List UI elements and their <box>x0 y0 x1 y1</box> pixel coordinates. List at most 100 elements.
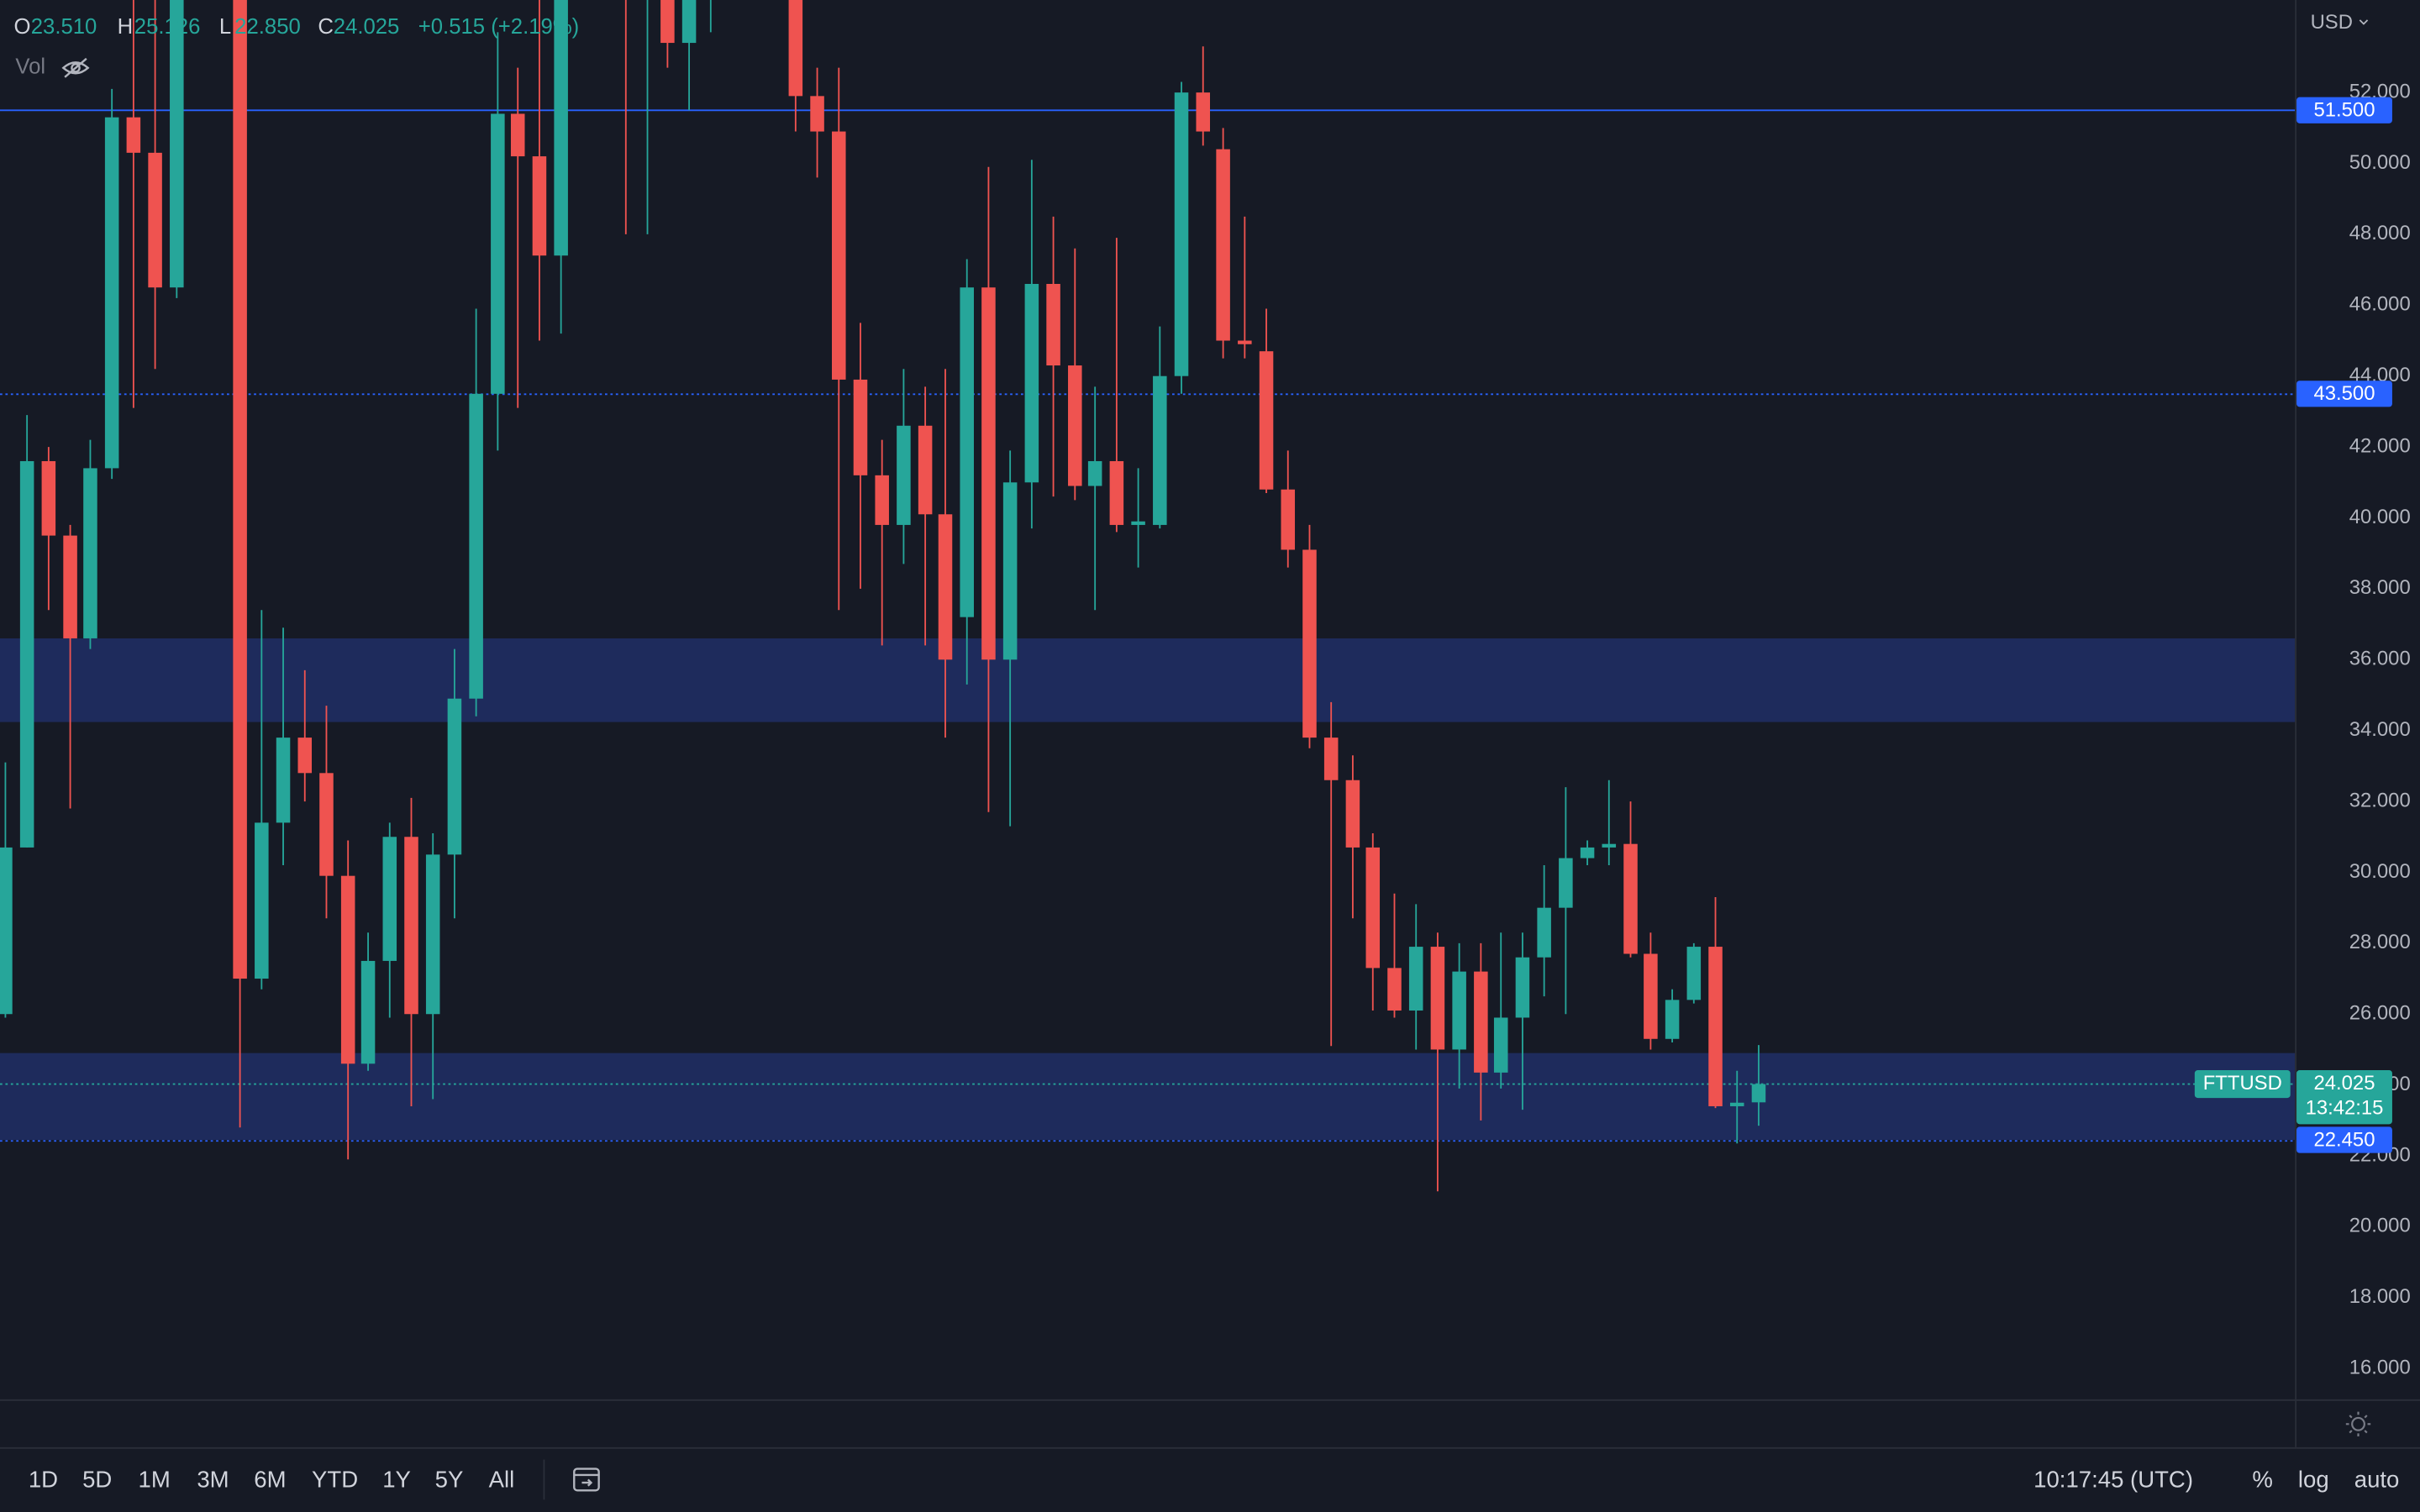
y-tick-label: 46.000 <box>2349 293 2411 316</box>
candle-body <box>1708 947 1723 1106</box>
candle-body <box>382 837 397 961</box>
candle-body <box>1238 340 1252 344</box>
candle-body <box>1259 351 1274 490</box>
y-tick-label: 48.000 <box>2349 222 2411 244</box>
candle-body <box>19 460 34 848</box>
range-button[interactable]: 1Y <box>382 1467 411 1493</box>
y-tick-label: 28.000 <box>2349 931 2411 953</box>
range-button[interactable]: 6M <box>254 1467 286 1493</box>
price-tag <box>2296 381 2392 407</box>
candle-body <box>104 117 119 469</box>
candle-body <box>1196 92 1210 132</box>
range-button[interactable]: 1M <box>139 1467 171 1493</box>
y-tick-label: 32.000 <box>2349 789 2411 811</box>
candle-body <box>425 854 440 1015</box>
candle-body <box>233 0 247 979</box>
legend-value: 23.510 <box>31 15 97 39</box>
range-button[interactable]: 3M <box>197 1467 229 1493</box>
candle-body <box>1474 971 1488 1073</box>
clock[interactable]: 10:17:45 (UTC) <box>2033 1467 2193 1493</box>
candle-body <box>510 113 525 157</box>
candle-body <box>938 514 953 660</box>
candle-body <box>63 535 77 638</box>
hide-icon[interactable] <box>61 57 90 78</box>
candle-body <box>1515 957 1530 1018</box>
candle-body <box>170 0 184 288</box>
candle-body <box>1537 907 1551 958</box>
candle-body <box>1153 375 1167 525</box>
axes: 16.00018.00020.00022.00024.00026.00028.0… <box>2194 80 2411 1379</box>
candle-body <box>1131 521 1145 525</box>
candle-body <box>1174 92 1189 376</box>
candle-body <box>340 875 355 1064</box>
support-zone <box>0 638 2296 722</box>
range-button[interactable]: All <box>489 1467 515 1493</box>
toolbar: 1D 5D 1M 3M 6M YTD 1Y 5Y All 10:17:45 (UTC)% log au… <box>29 1467 2400 1493</box>
legend-value: 25.126 <box>134 15 201 39</box>
last-price-tag <box>2296 1070 2392 1125</box>
candle-body <box>897 425 911 525</box>
candle-body <box>319 773 334 876</box>
candle-body <box>832 131 846 380</box>
price-tag-label: 43.500 <box>2314 382 2375 405</box>
candle-body <box>981 287 996 660</box>
range-button[interactable]: YTD <box>312 1467 358 1493</box>
candle-body <box>1002 482 1018 660</box>
volume-label: Vol <box>15 55 45 79</box>
y-tick-label: 42.000 <box>2349 434 2411 457</box>
support-zone <box>0 1053 2296 1141</box>
symbol-tag <box>2194 1070 2291 1099</box>
candle-body <box>41 460 56 536</box>
candle-body <box>1216 149 1230 341</box>
legend-value: 24.025 <box>334 15 400 39</box>
currency-label[interactable]: USD <box>2311 11 2353 34</box>
candle-body <box>960 287 974 617</box>
y-tick-label: 16.000 <box>2349 1357 2411 1379</box>
range-button[interactable]: 1D <box>29 1467 58 1493</box>
candle-body <box>447 698 462 855</box>
settings-icon[interactable] <box>2345 1411 2371 1436</box>
candle-body <box>1302 549 1317 738</box>
y-tick-label: 50.000 <box>2349 151 2411 174</box>
price-tag-label: 51.500 <box>2314 98 2375 121</box>
y-tick-label: 20.000 <box>2349 1215 2411 1237</box>
candle-body <box>1345 780 1360 848</box>
candle-body <box>469 393 483 699</box>
candle-body <box>1068 365 1082 486</box>
candle-body <box>1644 953 1658 1039</box>
legend-value: 22.850 <box>234 15 301 39</box>
range-button[interactable]: 5D <box>82 1467 112 1493</box>
price-tag <box>2296 1126 2392 1153</box>
candle-body <box>404 837 418 1015</box>
candle-body <box>1559 858 1573 908</box>
candle-body <box>126 117 141 153</box>
scale-option[interactable]: log <box>2298 1467 2329 1493</box>
candle-body <box>1602 843 1617 848</box>
candle-body <box>1751 1084 1766 1103</box>
range-button[interactable]: 5Y <box>435 1467 464 1493</box>
candle-body <box>1408 947 1423 1011</box>
candle-body <box>83 468 97 638</box>
y-tick-label: 26.000 <box>2349 1002 2411 1025</box>
candle-body <box>788 0 803 97</box>
candle-body <box>0 847 13 1015</box>
candle-body <box>1087 460 1102 486</box>
candle-body <box>148 152 162 288</box>
currency-caret[interactable] <box>2359 19 2369 25</box>
candle-body <box>1109 460 1124 525</box>
price-tag <box>2296 97 2392 123</box>
y-tick-label: 30.000 <box>2349 860 2411 883</box>
y-tick-label: 36.000 <box>2349 648 2411 670</box>
candle-body <box>1323 738 1339 780</box>
legend-change: +0.515 (+2.19%) <box>418 15 579 39</box>
candle-body <box>918 425 933 515</box>
plot-area <box>0 0 2296 1192</box>
candle-body <box>1665 1000 1680 1039</box>
candle-body <box>360 960 376 1064</box>
scale-option[interactable]: % <box>2252 1467 2273 1493</box>
goto-date-icon[interactable] <box>573 1467 600 1492</box>
scale-option[interactable]: auto <box>2354 1467 2400 1493</box>
